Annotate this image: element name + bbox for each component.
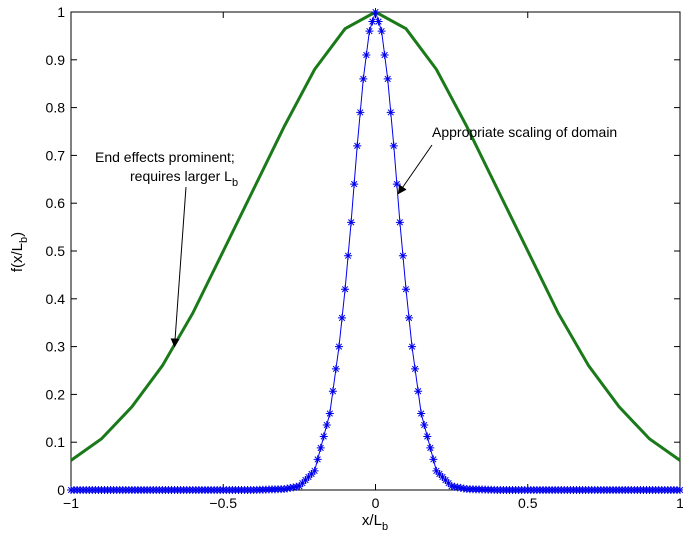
series-point-narrow xyxy=(353,141,362,150)
series-point-narrow xyxy=(432,466,441,475)
series-point-narrow xyxy=(280,485,289,494)
series-point-narrow xyxy=(283,484,292,493)
series-point-narrow xyxy=(456,483,465,492)
x-axis-title: x/Lb xyxy=(362,512,388,533)
series-point-narrow xyxy=(310,466,319,475)
series-point-narrow xyxy=(347,218,356,227)
series-point-narrow xyxy=(341,285,350,294)
series-point-narrow xyxy=(325,409,334,418)
series-point-narrow xyxy=(350,180,359,189)
series-point-narrow xyxy=(453,483,462,492)
series-point-narrow xyxy=(338,313,347,322)
series-point-narrow xyxy=(383,74,392,83)
series-point-narrow xyxy=(286,483,295,492)
x-tick-label: 1 xyxy=(676,495,683,511)
series-point-narrow xyxy=(411,364,420,373)
series-point-narrow xyxy=(444,479,453,488)
series-point-narrow xyxy=(392,180,401,189)
plot-area xyxy=(70,11,681,491)
x-axis-title-sub: b xyxy=(382,521,388,533)
y-tick-label: 0 xyxy=(57,482,65,498)
annotation-layer xyxy=(170,144,433,348)
series-point-narrow xyxy=(298,479,307,488)
series-point-narrow xyxy=(289,483,298,492)
series-point-narrow xyxy=(401,285,410,294)
axis-ticks: −1 −0.5 0 0.5 1 0 0.1 0.2 0.3 0.4 0.5 0.6 0.7 0.8 0.9 1 xyxy=(46,4,683,511)
series-layer xyxy=(67,8,683,494)
x-tick-label: 0.5 xyxy=(518,495,538,511)
x-tick-label: −0.5 xyxy=(209,495,237,511)
series-point-narrow xyxy=(319,432,328,441)
y-tick-label: 0.4 xyxy=(46,291,66,307)
annotation-scaling: Appropriate scaling of domain xyxy=(432,124,617,140)
series-point-narrow xyxy=(438,472,447,481)
series-point-narrow xyxy=(420,420,429,429)
series-point-narrow xyxy=(316,443,325,452)
y-axis-title-tail: ) xyxy=(9,232,26,237)
y-tick-label: 0.3 xyxy=(46,339,66,355)
y-tick-label: 0.6 xyxy=(46,195,66,211)
series-point-narrow xyxy=(423,432,432,441)
y-tick-label: 1 xyxy=(57,4,65,20)
y-axis-title-sub: b xyxy=(18,237,30,243)
series-point-narrow xyxy=(398,251,407,260)
series-point-narrow xyxy=(450,482,459,491)
series-point-narrow xyxy=(395,218,404,227)
y-tick-label: 0.7 xyxy=(46,147,66,163)
series-point-narrow xyxy=(301,476,310,485)
series-point-narrow xyxy=(459,484,468,493)
series-point-narrow xyxy=(313,455,322,464)
series-point-narrow xyxy=(374,17,383,26)
annotation-end-effects-line1: End effects prominent; xyxy=(95,149,235,165)
series-point-narrow xyxy=(304,472,313,481)
series-point-narrow xyxy=(307,469,316,478)
series-point-narrow xyxy=(331,364,340,373)
series-point-narrow xyxy=(362,51,371,60)
series-point-narrow xyxy=(322,420,331,429)
series-point-narrow xyxy=(676,486,683,494)
y-tick-label: 0.8 xyxy=(46,100,66,116)
series-point-narrow xyxy=(414,387,423,396)
series-point-narrow xyxy=(292,482,301,491)
arrow-scaling xyxy=(397,144,433,195)
annotation-end-effects-line2: requires larger Lb xyxy=(130,168,238,189)
series-point-narrow xyxy=(435,469,444,478)
series-point-narrow xyxy=(447,482,456,491)
series-point-narrow xyxy=(368,17,377,26)
series-point-narrow xyxy=(344,251,353,260)
series-point-narrow xyxy=(417,409,426,418)
series-point-narrow xyxy=(429,455,438,464)
y-tick-label: 0.5 xyxy=(46,243,66,259)
series-point-narrow xyxy=(365,27,374,36)
x-tick-label: 0 xyxy=(372,495,380,511)
y-axis-title: f(x/Lb) xyxy=(9,232,30,272)
annotation-end-effects-line2-main: requires larger L xyxy=(130,168,232,184)
annotation-end-effects-line2-sub: b xyxy=(232,177,238,189)
series-point-narrow xyxy=(404,313,413,322)
series-point-narrow xyxy=(380,51,389,60)
y-tick-label: 0.1 xyxy=(46,434,66,450)
y-tick-label: 0.2 xyxy=(46,386,66,402)
series-point-narrow xyxy=(334,342,343,351)
series-point-narrow xyxy=(356,108,365,117)
x-axis-title-main: x/L xyxy=(362,512,382,529)
series-point-narrow xyxy=(295,482,304,491)
series-point-narrow xyxy=(389,141,398,150)
series-point-narrow xyxy=(386,108,395,117)
series-point-narrow xyxy=(377,27,386,36)
series-point-narrow xyxy=(359,74,368,83)
series-point-narrow xyxy=(371,8,380,16)
series-point-narrow xyxy=(328,387,337,396)
series-point-narrow xyxy=(441,476,450,485)
y-tick-label: 0.9 xyxy=(46,52,66,68)
y-axis-title-main: f(x/L xyxy=(9,243,26,272)
series-point-narrow xyxy=(426,443,435,452)
series-point-narrow xyxy=(408,342,417,351)
arrow-end-effects xyxy=(170,186,187,348)
x-tick-label: −1 xyxy=(63,495,79,511)
